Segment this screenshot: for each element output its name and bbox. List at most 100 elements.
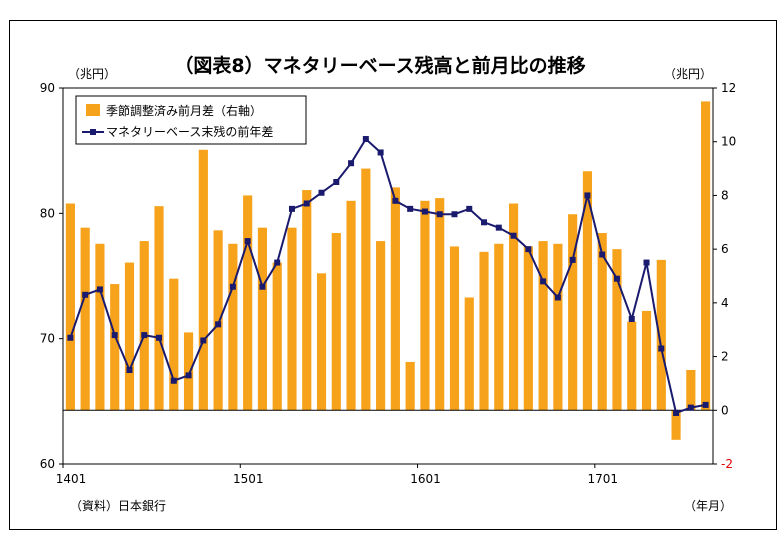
series-marker [318, 189, 325, 196]
bar [302, 190, 312, 411]
series-marker [111, 332, 118, 339]
x-axis-tick-label: 1501 [233, 472, 264, 486]
bar [213, 230, 223, 411]
left-axis-tick-label: 90 [40, 81, 55, 95]
legend-swatch-bar [86, 104, 100, 116]
series-marker [510, 232, 517, 239]
series-marker [613, 275, 620, 282]
series-marker [288, 205, 295, 212]
bar [198, 149, 208, 411]
series-marker [259, 283, 266, 290]
bar [449, 246, 460, 411]
source-label: （資料）日本銀行 [70, 499, 166, 513]
series-line [69, 137, 706, 415]
bar [479, 251, 489, 411]
right-axis-tick-label: 6 [721, 242, 729, 256]
series-marker [702, 401, 709, 408]
bar [80, 227, 90, 411]
plot-area: 60 70 80 90 -2 0 2 4 6 8 10 12 1401 1501 1601 1701 [40, 81, 737, 486]
series-marker [274, 259, 281, 266]
left-axis-tick-label: 60 [40, 457, 55, 471]
series-marker [540, 278, 547, 285]
series-marker [599, 251, 606, 258]
bar [346, 200, 356, 411]
bar [612, 249, 622, 411]
bar [627, 321, 637, 411]
bar [568, 214, 578, 411]
series-marker [67, 334, 74, 341]
series-marker [436, 211, 443, 218]
bar [243, 195, 253, 411]
series-marker [348, 160, 355, 167]
bar [582, 171, 593, 411]
series-marker [244, 238, 251, 245]
series-marker [495, 224, 502, 231]
series-marker [569, 256, 576, 263]
bar [420, 200, 430, 411]
series-marker [229, 283, 236, 290]
chart-title: （図表8）マネタリーベース残高と前月比の推移 [174, 54, 585, 77]
bar [139, 241, 149, 411]
legend-swatch-marker [90, 129, 96, 135]
bar [435, 198, 445, 411]
series-marker [673, 409, 680, 416]
right-axis-tick-label: -2 [721, 457, 733, 471]
series-marker [200, 337, 207, 344]
left-unit-label: （兆円） [68, 67, 116, 81]
bar [523, 246, 533, 411]
series-marker [392, 197, 399, 204]
series-marker [628, 315, 635, 322]
bar [183, 332, 194, 411]
series-marker [215, 321, 222, 328]
bar [538, 241, 548, 411]
left-axis-tick-label: 80 [40, 206, 55, 220]
series-marker [141, 332, 148, 339]
bar [272, 262, 282, 411]
x-unit-label: （年月） [684, 499, 732, 513]
left-axis-tick-label: 70 [40, 332, 55, 346]
bar [494, 243, 504, 411]
series-marker [185, 372, 192, 379]
series-marker [658, 345, 665, 352]
bar [361, 168, 371, 411]
x-axis-tick-label: 1601 [410, 472, 441, 486]
bar [287, 227, 297, 411]
legend: 季節調整済み前月差（右軸） マネタリーベース末残の前年差 [75, 95, 307, 145]
series-marker [126, 367, 133, 373]
series-marker [156, 334, 163, 341]
series-marker [466, 205, 473, 212]
plot-border [62, 87, 714, 465]
series-marker [377, 149, 384, 156]
legend-label-bar: 季節調整済み前月差（右軸） [106, 103, 262, 118]
bar [95, 243, 105, 411]
right-axis-tick-label: 12 [721, 81, 736, 95]
bar [316, 273, 327, 411]
legend-box [75, 95, 307, 145]
series-marker [643, 259, 650, 266]
series-marker [687, 404, 694, 411]
right-axis-tick-label: 8 [721, 188, 729, 202]
series-marker [303, 200, 310, 207]
bar [390, 187, 400, 411]
series-marker [481, 219, 488, 226]
series-marker [96, 286, 103, 293]
series-marker [362, 136, 369, 143]
x-axis-tick-label: 1701 [588, 472, 619, 486]
series-marker [407, 205, 414, 212]
chart-frame [9, 20, 777, 530]
series-marker [421, 208, 428, 215]
bar [376, 241, 386, 411]
bar [228, 243, 238, 411]
bar [686, 370, 696, 411]
series-marker [82, 291, 89, 298]
right-unit-label: （兆円） [664, 67, 712, 81]
series-marker [451, 211, 458, 218]
legend-label-line: マネタリーベース末残の前年差 [106, 124, 273, 139]
bar [65, 203, 75, 411]
series-marker [333, 179, 340, 185]
bar [597, 233, 607, 411]
series-marker [554, 294, 561, 301]
bar [257, 227, 268, 411]
bar [405, 361, 415, 411]
